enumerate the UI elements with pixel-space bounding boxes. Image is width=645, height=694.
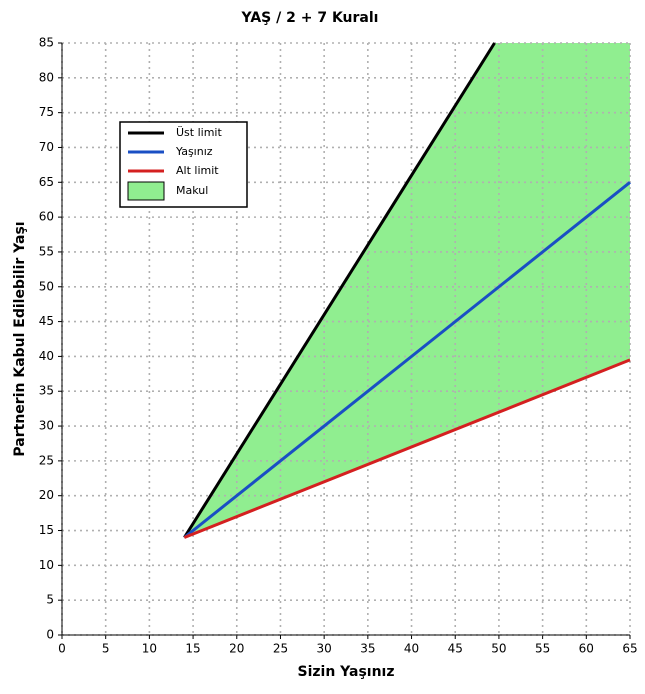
y-tick-label: 55 — [39, 244, 54, 258]
x-tick-label: 50 — [491, 642, 506, 656]
y-tick-label: 35 — [39, 384, 54, 398]
x-tick-label: 35 — [360, 642, 375, 656]
x-tick-label: 60 — [579, 642, 594, 656]
y-tick-label: 45 — [39, 314, 54, 328]
y-tick-label: 5 — [46, 593, 54, 607]
legend-label: Yaşınız — [175, 145, 213, 158]
x-tick-label: 40 — [404, 642, 419, 656]
x-axis-label: Sizin Yaşınız — [297, 664, 394, 680]
y-tick-label: 25 — [39, 453, 54, 467]
line — [183, 358, 631, 539]
x-tick-label: 20 — [229, 642, 244, 656]
y-axis-label: Partnerin Kabul Edilebilir Yaşı — [12, 221, 28, 456]
y-tick-label: 70 — [39, 140, 54, 154]
x-tick-label: 25 — [273, 642, 288, 656]
y-tick-label: 85 — [39, 36, 54, 50]
x-tick-label: 5 — [102, 642, 110, 656]
area — [184, 43, 631, 538]
legend-swatch — [127, 181, 165, 201]
y-tick-label: 30 — [39, 419, 54, 433]
x-tick-label: 45 — [448, 642, 463, 656]
x-tick-label: 15 — [185, 642, 200, 656]
x-tick-label: 0 — [58, 642, 66, 656]
x-tick-label: 55 — [535, 642, 550, 656]
y-tick-label: 40 — [39, 349, 54, 363]
y-tick-label: 80 — [39, 70, 54, 84]
x-tick-label: 30 — [317, 642, 332, 656]
y-tick-label: 20 — [39, 488, 54, 502]
legend-label: Makul — [176, 184, 208, 197]
legend-label: Üst limit — [176, 126, 222, 139]
legend-label: Alt limit — [176, 164, 219, 177]
y-tick-label: 0 — [46, 628, 54, 642]
x-tick-label: 10 — [142, 642, 157, 656]
x-tick-label: 65 — [622, 642, 637, 656]
chart-title: YAŞ / 2 + 7 Kuralı — [241, 10, 379, 26]
y-tick-label: 65 — [39, 175, 54, 189]
y-tick-label: 10 — [39, 558, 54, 572]
y-tick-label: 50 — [39, 279, 54, 293]
y-tick-label: 60 — [39, 210, 54, 224]
line — [183, 42, 496, 539]
y-tick-label: 75 — [39, 105, 54, 119]
line — [183, 181, 631, 539]
y-tick-label: 15 — [39, 523, 54, 537]
